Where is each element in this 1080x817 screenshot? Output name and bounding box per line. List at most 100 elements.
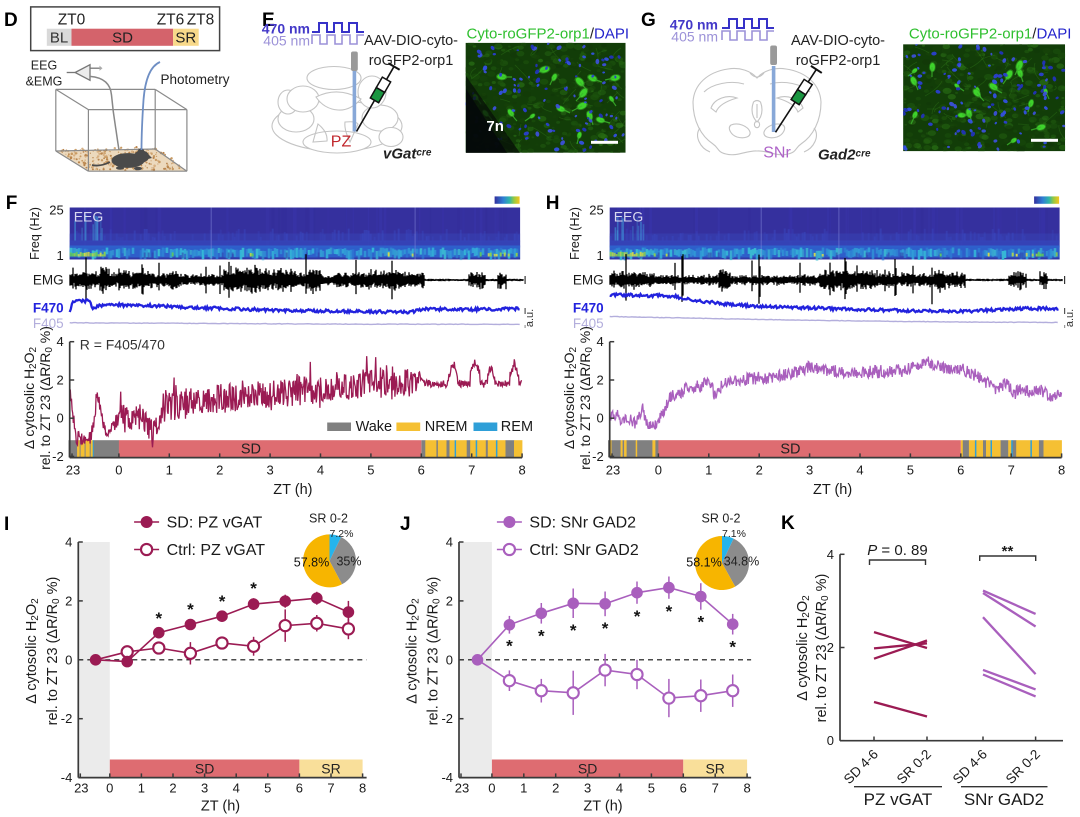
svg-text:rel. to ZT 23 (ΔR/R0 %): rel. to ZT 23 (ΔR/R0 %) bbox=[426, 577, 443, 726]
svg-text:1: 1 bbox=[56, 248, 63, 263]
svg-text:35%: 35% bbox=[336, 555, 361, 569]
svg-text:Freq (Hz): Freq (Hz) bbox=[28, 207, 42, 260]
svg-text:2: 2 bbox=[216, 463, 223, 478]
svg-text:4: 4 bbox=[56, 334, 63, 349]
svg-text:ZT (h): ZT (h) bbox=[201, 799, 240, 815]
svg-text:REM: REM bbox=[501, 419, 533, 435]
svg-text:23: 23 bbox=[455, 781, 469, 796]
svg-text:SD: SD bbox=[112, 30, 133, 47]
svg-text:**: ** bbox=[1002, 543, 1014, 560]
svg-text:rel. to ZT 23 (ΔR/R0 %): rel. to ZT 23 (ΔR/R0 %) bbox=[45, 577, 62, 726]
svg-text:P = 0. 89: P = 0. 89 bbox=[867, 542, 927, 559]
svg-text:SD 4-6: SD 4-6 bbox=[950, 747, 990, 787]
svg-text:1: 1 bbox=[705, 463, 712, 478]
svg-text:EMG: EMG bbox=[573, 273, 604, 288]
svg-text:4: 4 bbox=[856, 463, 863, 478]
svg-text:25: 25 bbox=[589, 203, 603, 218]
svg-text:8: 8 bbox=[743, 781, 750, 796]
svg-text:F405: F405 bbox=[573, 316, 604, 331]
svg-text:Δ cytosolic H2O2: Δ cytosolic H2O2 bbox=[795, 595, 812, 701]
svg-text:7n: 7n bbox=[486, 118, 504, 135]
svg-text:2: 2 bbox=[446, 593, 453, 608]
svg-text:rel. to ZT 23 (ΔR/R0 %): rel. to ZT 23 (ΔR/R0 %) bbox=[814, 574, 831, 723]
svg-text:-2: -2 bbox=[52, 449, 64, 464]
svg-text:*: * bbox=[538, 627, 545, 646]
svg-text:Δ cytosolic H2O2: Δ cytosolic H2O2 bbox=[24, 598, 41, 704]
svg-text:0: 0 bbox=[446, 652, 453, 667]
svg-text:58.1%: 58.1% bbox=[686, 556, 721, 570]
svg-text:-2: -2 bbox=[61, 711, 73, 726]
svg-text:6: 6 bbox=[957, 463, 964, 478]
svg-text:6: 6 bbox=[680, 781, 687, 796]
svg-text:8: 8 bbox=[359, 781, 366, 796]
svg-text:SR: SR bbox=[175, 30, 196, 47]
svg-text:SR: SR bbox=[705, 760, 724, 776]
svg-text:SD: PZ vGAT: SD: PZ vGAT bbox=[167, 515, 263, 532]
svg-text:2: 2 bbox=[65, 593, 72, 608]
svg-text:SD: SD bbox=[241, 441, 261, 457]
svg-text:0: 0 bbox=[65, 652, 72, 667]
svg-text:2: 2 bbox=[56, 372, 63, 387]
svg-text:4: 4 bbox=[233, 781, 240, 796]
svg-text:0: 0 bbox=[827, 733, 834, 748]
svg-text:SR 0-2: SR 0-2 bbox=[309, 512, 348, 526]
svg-text:4: 4 bbox=[65, 535, 72, 550]
svg-text:7: 7 bbox=[1008, 463, 1015, 478]
svg-text:E: E bbox=[262, 10, 275, 31]
svg-text:23: 23 bbox=[606, 463, 620, 478]
svg-text:405 nm: 405 nm bbox=[671, 29, 718, 45]
svg-text:Wake: Wake bbox=[356, 419, 393, 435]
svg-text:ZT8: ZT8 bbox=[187, 12, 215, 29]
svg-text:G: G bbox=[641, 10, 656, 31]
svg-text:2: 2 bbox=[827, 640, 834, 655]
svg-text:470 nm: 470 nm bbox=[262, 21, 310, 37]
svg-text:57.8%: 57.8% bbox=[294, 556, 329, 570]
svg-text:23: 23 bbox=[74, 781, 88, 796]
svg-text:2: 2 bbox=[552, 781, 559, 796]
svg-text:I: I bbox=[4, 514, 9, 535]
svg-text:Δ cytosolic H2O2: Δ cytosolic H2O2 bbox=[405, 598, 422, 704]
svg-text:rel. to ZT 23 (ΔR/R0 %): rel. to ZT 23 (ΔR/R0 %) bbox=[37, 326, 55, 470]
svg-text:-2: -2 bbox=[592, 449, 604, 464]
svg-text:Photometry: Photometry bbox=[160, 72, 229, 87]
svg-text:2: 2 bbox=[756, 463, 763, 478]
svg-text:roGFP2-orp1: roGFP2-orp1 bbox=[369, 53, 454, 69]
svg-text:H: H bbox=[546, 193, 560, 214]
svg-text:-2: -2 bbox=[441, 711, 453, 726]
svg-text:6: 6 bbox=[418, 463, 425, 478]
svg-text:470 nm: 470 nm bbox=[670, 17, 718, 33]
svg-text:PZ vGAT: PZ vGAT bbox=[864, 790, 933, 809]
svg-text:7: 7 bbox=[468, 463, 475, 478]
svg-text:EEG: EEG bbox=[31, 59, 57, 73]
svg-text:ZT0: ZT0 bbox=[58, 12, 86, 29]
svg-text:*: * bbox=[570, 621, 577, 640]
svg-text:SNr: SNr bbox=[763, 145, 791, 162]
svg-text:0: 0 bbox=[655, 463, 662, 478]
svg-text:Freq (Hz): Freq (Hz) bbox=[568, 207, 582, 260]
svg-text:8: 8 bbox=[1058, 463, 1065, 478]
svg-text:*: * bbox=[219, 592, 226, 611]
svg-text:5: 5 bbox=[367, 463, 374, 478]
svg-text:J: J bbox=[400, 514, 411, 535]
svg-text:3: 3 bbox=[806, 463, 813, 478]
svg-text:&EMG: &EMG bbox=[26, 75, 63, 89]
svg-text:-4: -4 bbox=[61, 770, 73, 785]
svg-text:5: 5 bbox=[907, 463, 914, 478]
svg-text:23: 23 bbox=[66, 463, 80, 478]
svg-text:SD: SNr GAD2: SD: SNr GAD2 bbox=[529, 515, 636, 532]
svg-text:7: 7 bbox=[327, 781, 334, 796]
svg-text:Δ cytosolic H2O2: Δ cytosolic H2O2 bbox=[21, 346, 39, 449]
svg-text:K: K bbox=[781, 513, 795, 534]
svg-text:1: 1 bbox=[138, 781, 145, 796]
svg-text:EMG: EMG bbox=[33, 273, 64, 288]
svg-text:Δ cytosolic H2O2: Δ cytosolic H2O2 bbox=[561, 346, 579, 449]
svg-text:5: 5 bbox=[648, 781, 655, 796]
svg-text:EEG: EEG bbox=[614, 209, 644, 225]
svg-text:4: 4 bbox=[616, 781, 623, 796]
svg-text:Ctrl: SNr GAD2: Ctrl: SNr GAD2 bbox=[529, 542, 638, 559]
svg-text:vGatcre: vGatcre bbox=[383, 146, 432, 163]
svg-text:ZT6: ZT6 bbox=[157, 12, 185, 29]
svg-text:*: * bbox=[697, 613, 704, 632]
svg-text:25: 25 bbox=[49, 203, 63, 218]
svg-text:5: 5 bbox=[264, 781, 271, 796]
